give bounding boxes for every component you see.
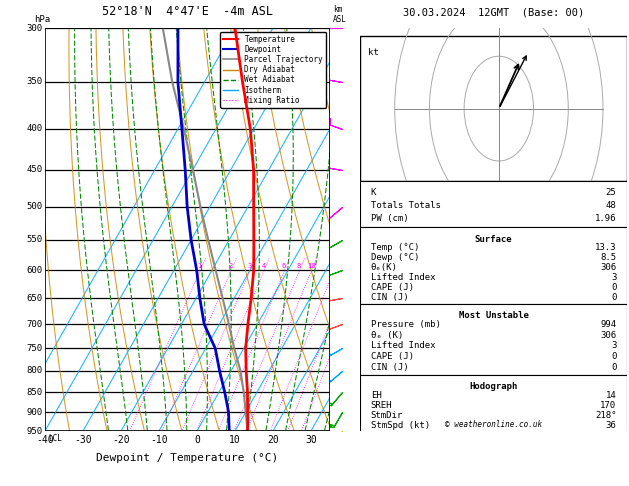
Text: 6: 6: [333, 182, 338, 191]
Text: 48: 48: [606, 201, 616, 210]
Text: 36: 36: [606, 421, 616, 431]
Text: 1: 1: [333, 407, 338, 416]
Text: -30: -30: [74, 435, 92, 445]
Text: 4: 4: [262, 263, 265, 269]
Text: LCL: LCL: [48, 434, 62, 443]
Text: 10: 10: [307, 263, 315, 269]
Text: 600: 600: [26, 266, 42, 275]
Text: 950: 950: [26, 427, 42, 435]
Text: CAPE (J): CAPE (J): [370, 283, 414, 292]
Text: 500: 500: [26, 202, 42, 211]
Bar: [360, 36, 627, 181]
Text: EH: EH: [370, 391, 381, 399]
Text: 450: 450: [26, 165, 42, 174]
Text: Temp (°C): Temp (°C): [370, 243, 419, 252]
Text: 1: 1: [198, 263, 202, 269]
Text: 0: 0: [611, 293, 616, 302]
Text: 30.03.2024  12GMT  (Base: 00): 30.03.2024 12GMT (Base: 00): [403, 8, 584, 18]
Text: kt: kt: [368, 48, 379, 57]
Bar: [360, 304, 627, 375]
Text: 1.96: 1.96: [595, 214, 616, 224]
Text: 8.5: 8.5: [600, 253, 616, 262]
Text: PW (cm): PW (cm): [370, 214, 408, 224]
Text: 300: 300: [26, 23, 42, 33]
Text: 5: 5: [333, 231, 338, 240]
Text: 7: 7: [333, 134, 338, 142]
Text: 14: 14: [606, 391, 616, 399]
Text: hPa: hPa: [34, 15, 50, 24]
Bar: [360, 181, 627, 227]
Text: θₑ(K): θₑ(K): [370, 263, 398, 272]
Text: 350: 350: [26, 77, 42, 87]
Text: 52°18'N  4°47'E  -4m ASL: 52°18'N 4°47'E -4m ASL: [102, 5, 273, 18]
Text: -20: -20: [112, 435, 130, 445]
Legend: Temperature, Dewpoint, Parcel Trajectory, Dry Adiabat, Wet Adiabat, Isotherm, Mi: Temperature, Dewpoint, Parcel Trajectory…: [220, 32, 326, 108]
Bar: [360, 227, 627, 304]
Text: Lifted Index: Lifted Index: [370, 273, 435, 282]
Text: 8: 8: [297, 263, 301, 269]
Text: 25: 25: [606, 188, 616, 197]
Text: Pressure (mb): Pressure (mb): [370, 320, 440, 329]
Text: 306: 306: [600, 331, 616, 340]
Text: 550: 550: [26, 235, 42, 244]
Text: K: K: [370, 188, 376, 197]
Text: StmSpd (kt): StmSpd (kt): [370, 421, 430, 431]
Text: SREH: SREH: [370, 401, 392, 410]
Text: 3: 3: [333, 320, 338, 329]
Text: Most Unstable: Most Unstable: [459, 312, 528, 320]
Text: 6: 6: [282, 263, 286, 269]
Text: 0: 0: [194, 435, 200, 445]
Text: CAPE (J): CAPE (J): [370, 352, 414, 361]
Text: 900: 900: [26, 408, 42, 417]
Text: -10: -10: [150, 435, 168, 445]
Text: 3: 3: [247, 263, 252, 269]
Text: 13.3: 13.3: [595, 243, 616, 252]
Text: Hodograph: Hodograph: [469, 382, 518, 391]
Bar: [360, 375, 627, 433]
Text: 3: 3: [611, 273, 616, 282]
Text: 30: 30: [305, 435, 317, 445]
Text: Dewp (°C): Dewp (°C): [370, 253, 419, 262]
Text: Surface: Surface: [475, 235, 512, 244]
Text: 0: 0: [611, 283, 616, 292]
Text: -40: -40: [36, 435, 54, 445]
Text: 4: 4: [333, 278, 338, 287]
Text: 850: 850: [26, 388, 42, 397]
Text: km
ASL: km ASL: [333, 4, 347, 24]
Text: Dewpoint / Temperature (°C): Dewpoint / Temperature (°C): [96, 453, 279, 463]
Text: 650: 650: [26, 294, 42, 303]
Text: 3: 3: [611, 342, 616, 350]
Text: 700: 700: [26, 320, 42, 329]
Text: 20: 20: [267, 435, 279, 445]
Text: 2: 2: [228, 263, 233, 269]
Text: 400: 400: [26, 124, 42, 133]
Text: 0: 0: [611, 352, 616, 361]
Text: Lifted Index: Lifted Index: [370, 342, 435, 350]
Text: 10: 10: [229, 435, 241, 445]
Text: Totals Totals: Totals Totals: [370, 201, 440, 210]
Text: CIN (J): CIN (J): [370, 363, 408, 372]
Text: 0: 0: [611, 363, 616, 372]
Text: StmDir: StmDir: [370, 411, 403, 420]
Text: 800: 800: [26, 366, 42, 375]
Text: 306: 306: [600, 263, 616, 272]
Text: CIN (J): CIN (J): [370, 293, 408, 302]
Text: 994: 994: [600, 320, 616, 329]
Text: 218°: 218°: [595, 411, 616, 420]
Text: 170: 170: [600, 401, 616, 410]
Text: © weatheronline.co.uk: © weatheronline.co.uk: [445, 420, 542, 429]
Text: 750: 750: [26, 344, 42, 353]
Text: 2: 2: [333, 364, 338, 373]
Text: θₑ (K): θₑ (K): [370, 331, 403, 340]
